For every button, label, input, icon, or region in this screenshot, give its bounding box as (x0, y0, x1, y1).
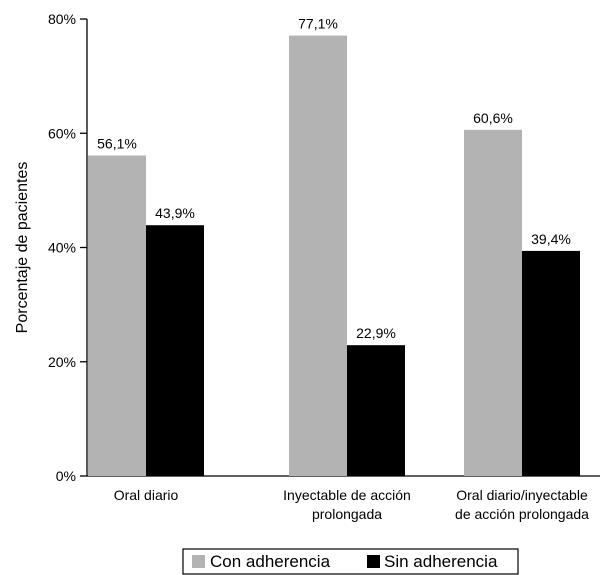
legend-swatch (192, 555, 205, 568)
bar-con-adherencia (88, 155, 146, 476)
bar-value-label: 22,9% (356, 325, 396, 341)
y-tick-label: 80% (48, 11, 76, 27)
bar-value-label: 77,1% (298, 16, 338, 32)
bars-layer (88, 35, 580, 476)
axes-layer: 0% 20% 40% 60% 80% Porcentaje de pacientes Ora… (14, 11, 600, 522)
legend-swatch (367, 555, 380, 568)
bar-value-label: 43,9% (155, 205, 195, 221)
x-category-label: prolongada (312, 506, 382, 522)
bar-sin-adherencia (347, 345, 405, 476)
bar-sin-adherencia (146, 225, 204, 476)
x-category-label: Oral diario/inyectable (456, 487, 588, 503)
legend: Con adherencia Sin adherencia (182, 548, 519, 575)
x-category-label: Oral diario (114, 487, 179, 503)
y-axis-title: Porcentaje de pacientes (14, 162, 31, 334)
labels-layer: 56,1% 43,9% 77,1% 22,9% 60,6% 39,4% (97, 16, 571, 342)
bar-value-label: 56,1% (97, 136, 137, 152)
legend-box (182, 548, 519, 575)
legend-label: Sin adherencia (384, 552, 498, 571)
x-category-label: de acción prolongada (455, 506, 589, 522)
bar-sin-adherencia (522, 250, 580, 476)
bar-con-adherencia (289, 35, 347, 476)
y-tick-label: 40% (48, 240, 76, 256)
y-tick-label: 60% (48, 125, 76, 141)
y-tick-label: 20% (48, 354, 76, 370)
x-category-label: Inyectable de acción (283, 487, 411, 503)
bar-value-label: 39,4% (531, 231, 571, 247)
legend-label: Con adherencia (210, 552, 331, 571)
y-tick-label: 0% (56, 468, 76, 484)
bar-con-adherencia (464, 129, 522, 476)
bar-value-label: 60,6% (473, 110, 513, 126)
